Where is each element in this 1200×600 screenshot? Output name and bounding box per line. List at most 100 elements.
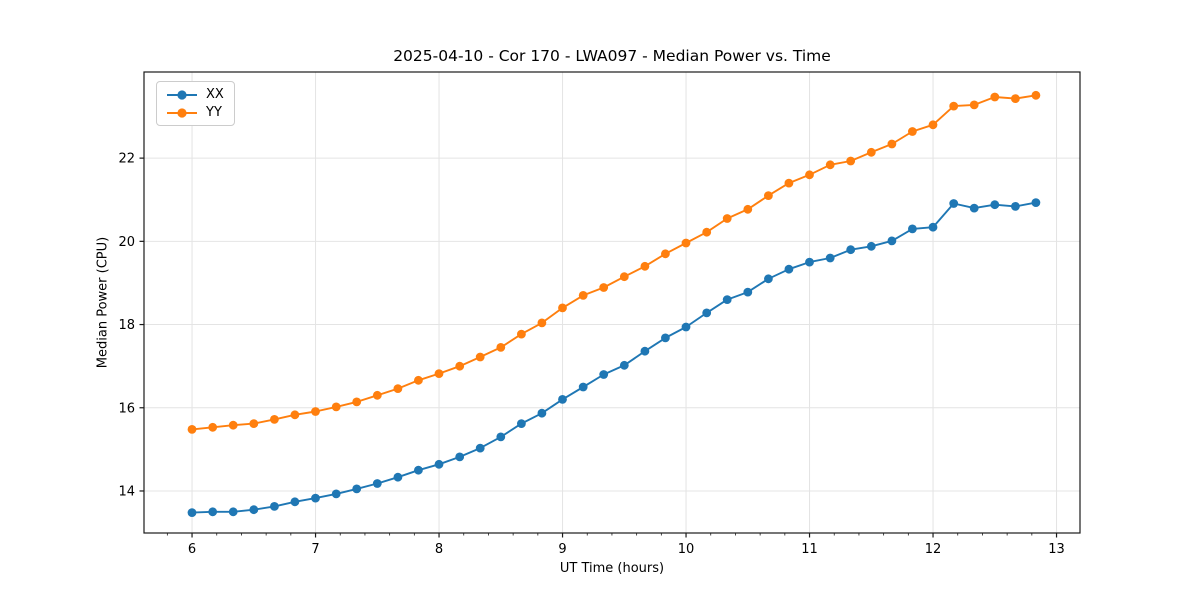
data-point-xx <box>496 432 506 442</box>
x-tick-label: 13 <box>1048 542 1065 557</box>
data-point-xx <box>372 479 382 488</box>
data-point-xx <box>928 222 938 232</box>
series-xx <box>187 198 1041 517</box>
data-point-yy <box>784 178 794 188</box>
data-point-yy <box>661 249 670 259</box>
chart-title: 2025-04-10 - Cor 170 - LWA097 - Median P… <box>393 47 831 65</box>
data-point-xx <box>908 224 917 234</box>
legend-item-yy: YY <box>166 106 224 119</box>
data-point-xx <box>661 333 670 343</box>
data-point-yy <box>722 214 732 223</box>
data-point-yy <box>578 291 588 300</box>
data-point-yy <box>702 227 712 237</box>
series-line-xx <box>191 201 1037 514</box>
x-axis: 6 7 8 9 10 11 12 13 <box>166 533 1065 557</box>
data-point-yy <box>414 375 423 385</box>
data-point-xx <box>784 264 794 274</box>
data-point-yy <box>1031 90 1041 100</box>
data-point-yy <box>949 101 959 111</box>
data-point-yy <box>352 397 362 407</box>
data-point-yy <box>249 419 259 428</box>
y-axis-label: Median Power (CPU) <box>95 236 111 369</box>
data-point-xx <box>599 370 609 379</box>
data-point-xx <box>249 505 259 515</box>
grid-lines <box>144 72 1080 533</box>
data-point-xx <box>1011 202 1020 211</box>
y-tick-label: 18 <box>118 318 135 333</box>
legend-item-xx: XX <box>166 88 224 101</box>
data-point-xx <box>990 200 1000 210</box>
data-point-yy <box>187 425 197 434</box>
data-point-yy <box>887 139 897 149</box>
data-point-xx <box>887 236 897 246</box>
x-tick-label: 6 <box>188 542 196 557</box>
data-point-xx <box>558 395 567 404</box>
x-axis-label: UT Time (hours) <box>559 561 665 576</box>
data-point-xx <box>866 241 876 251</box>
data-point-yy <box>434 369 444 378</box>
data-point-yy <box>290 410 300 420</box>
series-yy <box>187 90 1041 434</box>
data-point-xx <box>393 472 403 482</box>
data-point-yy <box>846 156 856 166</box>
data-point-xx <box>290 497 300 507</box>
axes-frame <box>143 71 1081 534</box>
legend: XX YY <box>156 81 235 126</box>
data-point-xx <box>825 253 835 263</box>
data-point-yy <box>517 329 526 339</box>
y-tick-label: 20 <box>118 235 135 250</box>
data-point-yy <box>866 147 876 157</box>
data-point-yy <box>270 415 279 424</box>
data-point-yy <box>228 420 238 430</box>
data-point-yy <box>208 422 218 432</box>
data-point-xx <box>805 257 814 267</box>
data-point-xx <box>743 287 753 297</box>
data-point-yy <box>537 318 547 328</box>
data-point-yy <box>372 390 382 400</box>
data-point-yy <box>805 170 814 180</box>
data-point-yy <box>455 361 465 371</box>
data-point-xx <box>311 493 320 503</box>
data-point-xx <box>475 443 485 453</box>
series-line-yy <box>191 94 1037 431</box>
x-tick-label: 9 <box>558 542 566 557</box>
data-point-xx <box>187 508 197 517</box>
x-tick-label: 10 <box>678 542 695 557</box>
data-point-xx <box>702 308 712 318</box>
data-point-yy <box>1011 94 1020 103</box>
data-point-yy <box>599 283 609 292</box>
data-point-yy <box>331 402 341 412</box>
x-tick-label: 11 <box>801 542 818 557</box>
legend-line-marker-icon <box>167 107 197 118</box>
data-point-xx <box>455 452 465 462</box>
data-point-yy <box>908 127 917 136</box>
data-point-xx <box>681 322 691 332</box>
data-point-yy <box>393 384 403 393</box>
data-point-xx <box>764 274 773 284</box>
y-tick-label: 22 <box>118 152 135 167</box>
y-axis: 14 16 18 20 22 <box>118 152 144 499</box>
x-tick-label: 8 <box>435 542 443 557</box>
data-point-xx <box>434 459 444 469</box>
data-point-xx <box>331 489 341 499</box>
data-point-yy <box>743 204 753 214</box>
legend-label-xx: XX <box>206 87 224 102</box>
data-point-yy <box>496 343 506 352</box>
legend-label-yy: YY <box>206 105 222 120</box>
data-point-xx <box>208 507 218 517</box>
data-point-yy <box>311 407 320 416</box>
data-point-xx <box>722 295 732 304</box>
y-tick-label: 16 <box>118 401 135 416</box>
data-point-yy <box>969 100 979 110</box>
data-point-xx <box>1031 198 1041 208</box>
data-point-yy <box>928 120 938 130</box>
data-point-yy <box>640 261 650 271</box>
data-point-xx <box>537 408 547 418</box>
data-point-xx <box>352 484 362 494</box>
data-point-yy <box>558 303 567 313</box>
data-point-xx <box>949 199 959 208</box>
data-point-xx <box>517 419 526 428</box>
data-point-yy <box>764 191 773 201</box>
